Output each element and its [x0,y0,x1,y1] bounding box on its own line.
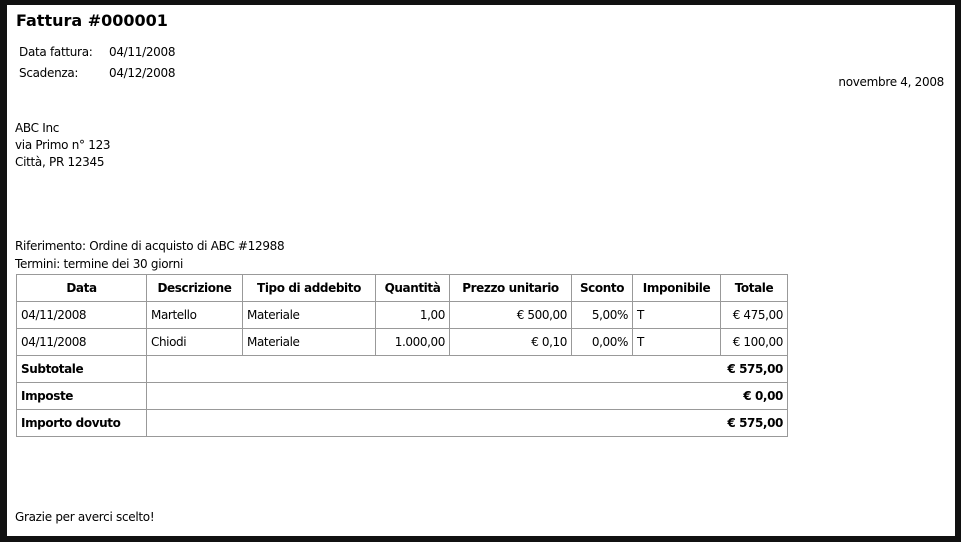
customer-city: Città, PR 12345 [15,155,105,169]
col-header: Totale [720,274,788,302]
customer-street: via Primo n° 123 [15,138,111,152]
cell-total: € 100,00 [720,328,788,356]
cell-description: Chiodi [146,328,243,356]
table-header: Data Descrizione Tipo di addebito Quanti… [16,274,788,302]
due-date-label: Scadenza: [19,66,79,80]
cell-charge-type: Materiale [242,328,376,356]
table-row: 04/11/2008 Martello Materiale 1,00 € 500… [16,301,788,329]
invoice-date: 04/11/2008 [109,45,176,59]
cell-unit-price: € 0,10 [449,328,572,356]
cell-description: Martello [146,301,243,329]
cell-total: € 475,00 [720,301,788,329]
col-header: Prezzo unitario [449,274,572,302]
invoice-page: Fattura #000001 Data fattura: 04/11/2008… [7,5,955,536]
cell-date: 04/11/2008 [16,301,147,329]
cell-discount: 0,00% [571,328,633,356]
amount-due-label: Importo dovuto [16,409,147,437]
col-header: Tipo di addebito [242,274,376,302]
cell-quantity: 1.000,00 [375,328,450,356]
cell-quantity: 1,00 [375,301,450,329]
print-date: novembre 4, 2008 [838,75,944,89]
reference: Riferimento: Ordine di acquisto di ABC #… [15,239,285,253]
cell-date: 04/11/2008 [16,328,147,356]
col-header: Sconto [571,274,633,302]
subtotal-label: Subtotale [16,355,147,383]
col-header: Data [16,274,147,302]
cell-taxable: T [632,301,721,329]
tax-row: Imposte € 0,00 [16,382,788,410]
subtotal-row: Subtotale € 575,00 [16,355,788,383]
col-header: Descrizione [146,274,243,302]
invoice-title: Fattura #000001 [16,11,168,30]
due-date: 04/12/2008 [109,66,176,80]
tax-value: € 0,00 [146,382,788,410]
cell-taxable: T [632,328,721,356]
cell-unit-price: € 500,00 [449,301,572,329]
amount-due-row: Importo dovuto € 575,00 [16,409,788,437]
customer-name: ABC Inc [15,121,60,135]
col-header: Quantità [375,274,450,302]
amount-due-value: € 575,00 [146,409,788,437]
subtotal-value: € 575,00 [146,355,788,383]
footer-thanks: Grazie per averci scelto! [15,510,155,524]
table-row: 04/11/2008 Chiodi Materiale 1.000,00 € 0… [16,328,788,356]
cell-discount: 5,00% [571,301,633,329]
invoice-date-label: Data fattura: [19,45,93,59]
tax-label: Imposte [16,382,147,410]
col-header: Imponibile [632,274,721,302]
invoice-table: Data Descrizione Tipo di addebito Quanti… [16,274,788,437]
terms: Termini: termine dei 30 giorni [15,257,184,271]
cell-charge-type: Materiale [242,301,376,329]
